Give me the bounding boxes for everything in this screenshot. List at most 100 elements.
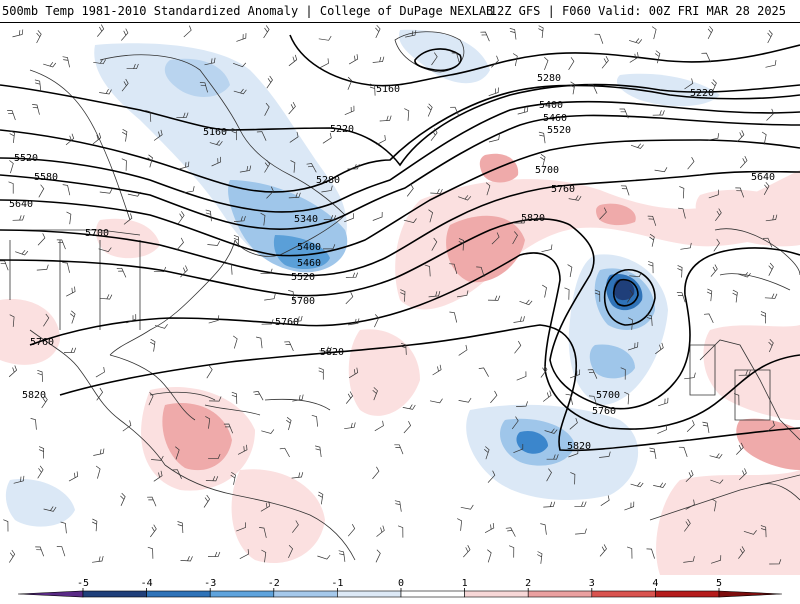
colorbar-tick-label: 3 — [589, 578, 595, 589]
colorbar-segment — [82, 590, 147, 598]
wind-barb — [428, 209, 434, 223]
wind-barb — [487, 295, 501, 301]
wind-barb — [232, 62, 247, 68]
wind-barb — [431, 237, 438, 251]
wind-barb — [509, 28, 517, 40]
wind-barb — [148, 392, 154, 406]
contour-label: 5760 — [551, 184, 575, 195]
wind-barb — [223, 423, 234, 434]
wind-barb — [92, 556, 104, 563]
wind-barb — [564, 287, 570, 300]
contour-label: 5280 — [537, 73, 561, 84]
wind-barb — [537, 551, 543, 564]
colorbar-tick-label: 1 — [462, 578, 468, 589]
wind-barb — [568, 448, 579, 458]
wind-barb — [36, 30, 42, 44]
cold-anomaly-area — [5, 479, 76, 527]
wind-barb — [120, 492, 126, 506]
wind-barb — [126, 314, 137, 324]
wind-barb — [706, 288, 713, 302]
wind-barb — [290, 160, 296, 173]
wind-barb — [516, 401, 528, 407]
wind-barb — [176, 112, 189, 119]
wind-barb — [686, 420, 695, 432]
contour-label: 5700 — [535, 165, 559, 176]
wind-barb — [491, 55, 499, 68]
wind-barb — [338, 550, 346, 562]
wind-barb — [289, 131, 299, 143]
wind-barb — [288, 54, 298, 67]
wind-barb — [292, 520, 299, 533]
wind-barb — [685, 499, 695, 510]
wind-barb — [347, 524, 356, 537]
wind-barb — [715, 208, 722, 222]
contour-label: 5520 — [14, 153, 38, 164]
wind-barb — [32, 104, 40, 115]
wind-barb — [15, 249, 29, 256]
wind-barb — [646, 314, 653, 326]
contour-label: 5760 — [30, 337, 54, 348]
wind-barb — [37, 465, 44, 479]
wind-barb — [236, 33, 247, 42]
wind-barb — [687, 157, 695, 170]
wind-barb — [180, 265, 188, 278]
wind-barb — [56, 239, 66, 250]
cold-anomaly-area — [164, 58, 230, 97]
wind-barb — [203, 494, 211, 508]
colorbar-tick-label: 2 — [525, 578, 531, 589]
wind-barb — [92, 132, 102, 145]
wind-barb — [708, 133, 720, 141]
contour-label: 5820 — [22, 390, 46, 401]
contour-label: 5220 — [690, 88, 714, 99]
wind-barb — [344, 105, 355, 116]
wind-barb — [256, 336, 263, 349]
wind-barb — [430, 128, 438, 141]
wind-barb — [319, 58, 329, 69]
wind-barb — [737, 272, 751, 278]
wind-barb — [153, 129, 163, 141]
wind-barb — [9, 314, 15, 327]
wind-barb — [231, 127, 237, 141]
wind-barb — [153, 266, 167, 273]
wind-barb — [288, 192, 301, 199]
warm-anomaly-area — [0, 299, 60, 365]
wind-barb — [237, 444, 248, 455]
wind-barb — [463, 545, 471, 558]
contour-label: 5280 — [316, 175, 340, 186]
wind-barb — [239, 549, 249, 560]
coastlines — [9, 31, 800, 561]
wind-barb — [519, 299, 533, 306]
wind-barb — [484, 446, 490, 460]
wind-barb — [208, 315, 220, 324]
wind-barb — [653, 482, 666, 488]
wind-barb — [34, 79, 42, 92]
wind-barb — [291, 472, 304, 479]
wind-barb — [62, 56, 70, 68]
wind-barb — [178, 211, 185, 224]
wind-barb — [429, 398, 443, 404]
wind-barb — [400, 342, 407, 355]
wind-barb — [8, 181, 14, 194]
wind-barb — [546, 454, 559, 460]
wind-barb — [38, 446, 45, 459]
colorbar-segment — [273, 590, 338, 598]
wind-barb — [70, 310, 76, 324]
warm-anomaly-area — [162, 403, 232, 471]
wind-barb — [491, 232, 500, 245]
wind-barb — [600, 495, 610, 506]
run-info: 12Z GFS | F060 Valid: 00Z FRI MAR 28 202… — [489, 4, 786, 18]
wind-barb — [574, 501, 587, 507]
wind-barb — [199, 82, 208, 93]
wind-barb — [487, 470, 496, 483]
wind-barb — [41, 395, 48, 409]
wind-barb — [375, 24, 381, 39]
wind-barb — [121, 78, 129, 92]
contour-label: 5820 — [567, 441, 591, 452]
wind-barb — [766, 108, 775, 121]
wind-barb — [394, 500, 402, 512]
wind-barb — [323, 244, 336, 250]
wind-barb — [761, 131, 767, 145]
wind-barb — [264, 102, 270, 116]
wind-barb — [323, 215, 337, 221]
wind-barb — [626, 546, 633, 559]
